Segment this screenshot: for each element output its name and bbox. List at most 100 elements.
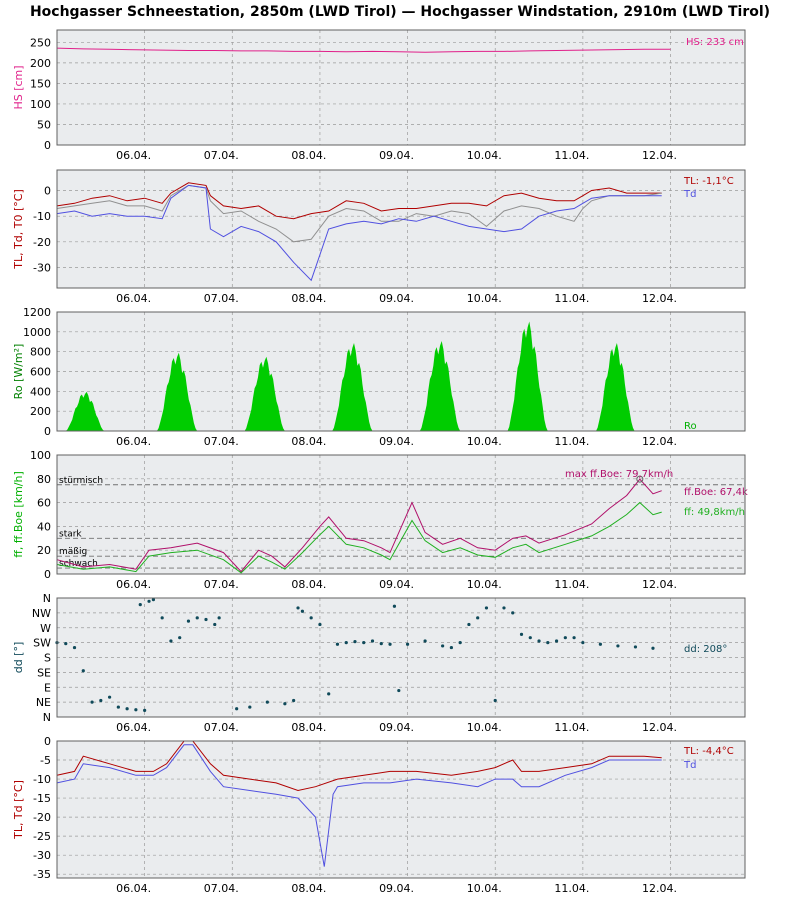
y-tick-label: SE [37, 666, 51, 679]
wind-direction-point [125, 707, 129, 711]
x-tick-label: 07.04. [204, 721, 239, 734]
series-annotation: ff.Boe: 67,4k [684, 487, 748, 498]
plot-frame [56, 454, 746, 575]
wind-direction-point [99, 698, 103, 703]
plot-frame [56, 169, 746, 289]
x-tick-label: 10.04. [467, 721, 502, 734]
panel-6: 06.04. 07.04. 08.04. 09.04. 10.04. 11.04. 12.0… [12, 735, 746, 895]
x-tick-label: 06.04. [116, 149, 151, 162]
y-tick-label: 100 [30, 98, 51, 111]
wind-direction-point [81, 669, 85, 673]
x-tick-label: 12.04. [642, 435, 677, 448]
series-line-td [56, 184, 662, 282]
y-tick-label: 0 [44, 139, 51, 152]
wind-direction-point [616, 644, 620, 648]
y-tick-label: -35 [33, 868, 51, 881]
x-tick-label: 11.04. [554, 149, 589, 162]
y-tick-label: 600 [30, 366, 51, 379]
series-line-t0 [56, 184, 662, 243]
x-tick-label: 07.04. [204, 149, 239, 162]
x-tick-label: 07.04. [204, 435, 239, 448]
wind-direction-point [528, 636, 532, 640]
wind-direction-point [143, 708, 147, 712]
wind-direction-point [204, 617, 208, 622]
wind-direction-point [449, 645, 453, 650]
wind-direction-point [362, 641, 366, 645]
y-tick-label: NW [32, 607, 51, 620]
wind-direction-point [90, 700, 94, 704]
plot-frame [56, 311, 746, 432]
x-tick-label: 11.04. [554, 721, 589, 734]
x-tick-label: 06.04. [116, 721, 151, 734]
wind-direction-point [248, 705, 252, 709]
x-tick-label: 09.04. [379, 435, 414, 448]
x-tick-label: 11.04. [554, 435, 589, 448]
y-tick-label: W [40, 622, 51, 635]
series-line-td [56, 744, 662, 867]
x-tick-label: 12.04. [642, 721, 677, 734]
x-tick-label: 12.04. [642, 882, 677, 895]
y-tick-label: 0 [44, 735, 51, 748]
x-tick-label: 12.04. [642, 578, 677, 591]
y-tick-label: 150 [30, 77, 51, 90]
wind-direction-point [300, 609, 305, 613]
x-tick-label: 09.04. [379, 149, 414, 162]
y-tick-label: 1000 [23, 326, 51, 339]
wind-direction-point [147, 599, 151, 603]
x-tick-label: 09.04. [379, 292, 414, 305]
threshold-label: stürmisch [59, 476, 103, 486]
y-tick-label: E [44, 681, 51, 694]
wind-direction-point [392, 604, 397, 608]
wind-direction-point [370, 639, 375, 643]
y-tick-label: -10 [33, 773, 51, 786]
series-annotation: max ff.Boe: 79,7km/h [565, 469, 673, 480]
panel-4: 06.04. 07.04. 08.04. 09.04. 10.04. 11.04. 12.0… [12, 449, 748, 591]
wind-direction-point [292, 698, 296, 703]
wind-direction-point [405, 642, 410, 646]
wind-direction-point [344, 641, 348, 645]
panel-3: 06.04. 07.04. 08.04. 09.04. 10.04. 11.04. 12.0… [12, 306, 746, 448]
x-tick-label: 08.04. [291, 721, 326, 734]
plot-area [57, 455, 745, 574]
x-tick-label: 12.04. [642, 292, 677, 305]
plot-frame [56, 597, 746, 718]
wind-direction-point [388, 642, 392, 646]
wind-direction-point [296, 606, 300, 610]
y-tick-label: 0 [44, 568, 51, 581]
y-axis-label: ff, ff.Boe [km/h] [12, 471, 25, 558]
wind-direction-point [309, 616, 313, 620]
x-tick-label: 12.04. [642, 149, 677, 162]
wind-direction-point [502, 606, 506, 610]
y-axis-label: Ro [W/m²] [12, 344, 25, 400]
wind-direction-point [138, 603, 142, 607]
wind-direction-point [178, 636, 182, 640]
x-tick-label: 07.04. [204, 292, 239, 305]
wind-direction-point [169, 639, 173, 643]
x-tick-label: 08.04. [291, 149, 326, 162]
radiation-peak [332, 343, 373, 431]
x-tick-label: 10.04. [467, 882, 502, 895]
wind-direction-point [151, 598, 156, 602]
y-tick-label: 20 [37, 544, 51, 557]
y-tick-label: 400 [30, 385, 51, 398]
series-line-ff [56, 501, 662, 574]
series-annotation: ff: 49,8km/h [684, 507, 745, 518]
y-tick-label: N [43, 711, 51, 724]
y-axis-label: dd [°] [12, 642, 25, 674]
y-tick-label: -5 [40, 754, 51, 767]
x-tick-label: 10.04. [467, 435, 502, 448]
y-tick-label: 1200 [23, 306, 51, 319]
wind-direction-point [379, 642, 383, 646]
radiation-peak [596, 343, 635, 431]
plot-area [57, 30, 745, 145]
y-tick-label: 0 [44, 425, 51, 438]
y-tick-label: -25 [33, 830, 51, 843]
x-tick-label: 08.04. [291, 292, 326, 305]
wind-direction-point [134, 708, 138, 712]
series-annotation: TL: -4,4°C [683, 746, 734, 757]
wind-direction-point [484, 606, 489, 610]
wind-direction-point [423, 639, 427, 643]
wind-direction-point [476, 616, 480, 620]
wind-direction-point [195, 616, 199, 620]
y-tick-label: -20 [33, 236, 51, 249]
